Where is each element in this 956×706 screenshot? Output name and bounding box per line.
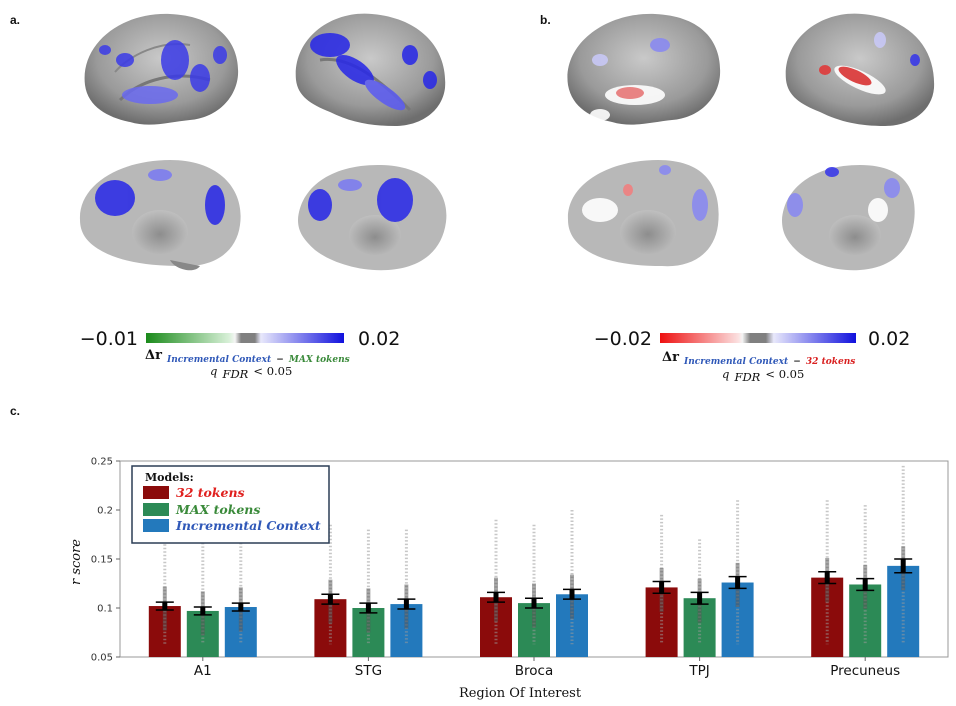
colorbar-a-sub-1: Incremental Context [166, 355, 272, 365]
colorbar-b-sub-3: 32 tokens [806, 357, 855, 367]
legend-label-incremental-context: Incremental Context [175, 518, 321, 533]
brain-b-medial-right [782, 165, 915, 271]
y-tick-label: 0.05 [91, 653, 113, 664]
colorbar-a: −0.01 0.02 Δr Incremental Context − MAX … [80, 328, 401, 382]
y-tick-label: 0.15 [91, 555, 113, 566]
colorbar-b: −0.02 0.02 Δr Incremental Context − 32 t… [594, 328, 911, 385]
x-tick-label: A1 [194, 663, 212, 679]
colorbar-a-sub-2: − [276, 355, 284, 365]
colorbar-a-sub-3: MAX tokens [288, 355, 350, 365]
x-tick-label: Precuneus [830, 663, 900, 679]
brain-a-medial-right [298, 165, 447, 271]
colorbar-b-qfdr: q FDR < 0.05 [722, 363, 804, 385]
y-axis-title: r score [69, 539, 84, 585]
panel-label-a: a. [10, 13, 21, 27]
legend-swatch-32-tokens [143, 486, 169, 499]
legend-label-max-tokens: MAX tokens [175, 502, 260, 517]
colorbars: −0.01 0.02 Δr Incremental Context − MAX … [80, 328, 911, 385]
brain-maps [79, 13, 935, 271]
y-tick-label: 0.1 [97, 604, 113, 615]
x-tick-label: TPJ [688, 663, 709, 679]
colorbar-b-max: 0.02 [868, 328, 910, 350]
legend-label-32-tokens: 32 tokens [176, 485, 245, 500]
legend-title: Models: [145, 471, 194, 484]
x-tick-label: Broca [515, 663, 553, 679]
colorbar-a-max: 0.02 [358, 328, 400, 350]
x-axis-title: Region Of Interest [459, 686, 582, 701]
brain-a-lateral-left [84, 13, 239, 125]
y-tick-label: 0.25 [91, 457, 113, 468]
colorbar-a-gradient [146, 333, 344, 343]
brain-a-medial-left [79, 160, 241, 271]
x-tick-label: STG [355, 663, 382, 679]
colorbar-b-min: −0.02 [594, 328, 652, 350]
colorbar-b-gradient [660, 333, 856, 343]
colorbar-b-equation: Δr Incremental Context − 32 tokens [662, 346, 855, 368]
colorbar-a-qfdr: q FDR < 0.05 [210, 360, 292, 382]
panel-label-b: b. [540, 13, 551, 27]
legend-swatch-max-tokens [143, 503, 169, 516]
colorbar-b-sub-2: − [793, 357, 801, 367]
legend-swatch-incremental-context [143, 519, 169, 532]
brain-b-lateral-left [567, 13, 721, 125]
brain-a-lateral-right [295, 13, 446, 126]
brain-b-lateral-right [785, 13, 935, 126]
colorbar-b-sub-1: Incremental Context [683, 357, 789, 367]
colorbar-a-equation: Δr Incremental Context − MAX tokens [145, 344, 350, 366]
brain-b-medial-left [567, 160, 719, 267]
y-tick-label: 0.2 [97, 506, 113, 517]
legend: Models: 32 tokens MAX tokens Incremental… [131, 465, 330, 544]
colorbar-a-min: −0.01 [80, 328, 138, 350]
panel-label-c: c. [10, 404, 21, 418]
